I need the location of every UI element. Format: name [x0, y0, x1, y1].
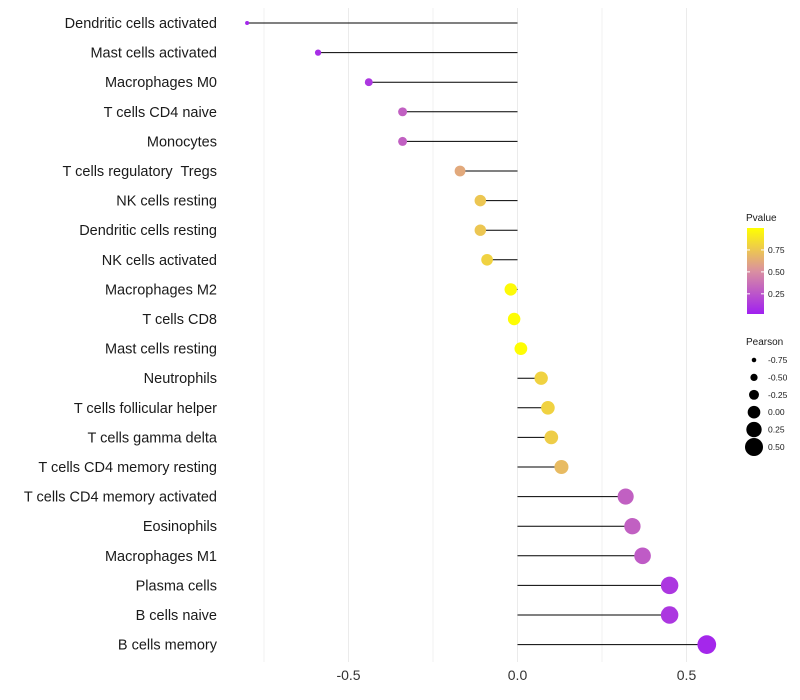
pearson-legend-dot	[746, 421, 762, 438]
lollipop-point	[634, 547, 651, 565]
lollipop-point	[504, 283, 517, 296]
y-category-label: Neutrophils	[144, 371, 217, 387]
lollipop-series	[245, 21, 717, 654]
pearson-legend-dot	[747, 405, 761, 419]
y-category-label: Mast cells activated	[90, 46, 217, 62]
y-category-label: Dendritic cells activated	[65, 16, 217, 32]
pearson-legend-dot	[744, 437, 764, 457]
y-category-label: T cells CD4 memory resting	[38, 460, 217, 476]
pearson-legend-label: 0.25	[768, 425, 785, 435]
y-category-label: Mast cells resting	[105, 342, 217, 358]
lollipop-point	[474, 194, 487, 207]
y-category-label: Dendritic cells resting	[79, 223, 217, 239]
x-tick-label: 0.5	[677, 667, 697, 683]
grid-lines	[263, 8, 687, 662]
y-category-label: NK cells activated	[102, 253, 217, 269]
pvalue-colorbar	[747, 228, 764, 314]
y-category-label: B cells naive	[136, 608, 217, 624]
lollipop-point	[474, 224, 487, 236]
lollipop-point	[617, 488, 634, 505]
y-category-label: Plasma cells	[136, 578, 217, 594]
lollipop-point	[364, 78, 373, 87]
lollipop-point	[398, 107, 408, 117]
y-category-label: Macrophages M0	[105, 75, 217, 91]
pvalue-legend-title: Pvalue	[746, 213, 777, 224]
pearson-legend-dot	[751, 357, 757, 363]
pearson-legend-dot	[749, 389, 759, 400]
lollipop-point	[541, 400, 555, 415]
pearson-legend-label: -0.75	[768, 355, 788, 365]
y-category-label: NK cells resting	[116, 194, 217, 210]
y-axis-labels: Dendritic cells activated Mast cells acti…	[24, 16, 218, 654]
y-category-label: T cells CD4 memory activated	[24, 490, 217, 506]
lollipop-point	[454, 165, 466, 177]
pvalue-legend-label: 0.75	[768, 245, 785, 255]
pearson-legend-dot	[750, 373, 758, 382]
lollipop-point	[534, 371, 548, 385]
y-category-label: T cells follicular helper	[74, 401, 217, 417]
lollipop-point	[481, 253, 493, 266]
y-category-label: Monocytes	[147, 134, 217, 150]
y-category-label: Macrophages M1	[105, 549, 217, 565]
pearson-legend-label: -0.25	[768, 390, 788, 400]
y-category-label: T cells gamma delta	[88, 430, 218, 446]
y-category-label: B cells memory	[118, 638, 218, 654]
x-tick-label: -0.5	[336, 667, 360, 683]
pvalue-legend-label: 0.25	[768, 289, 785, 299]
pearson-legend-label: 0.00	[768, 407, 785, 417]
lollipop-point	[314, 49, 322, 56]
lollipop-point	[245, 21, 250, 25]
lollipop-point	[554, 459, 569, 475]
lollipop-point	[660, 606, 679, 624]
y-category-label: T cells CD8	[142, 312, 217, 328]
pearson-legend-label: -0.50	[768, 372, 788, 382]
lollipop-point	[624, 518, 641, 535]
lollipop-point	[697, 635, 717, 654]
pearson-legend-label: 0.50	[768, 442, 785, 452]
pvalue-legend-label: 0.50	[768, 267, 785, 277]
x-axis: -0.5 0.0 0.5	[336, 667, 696, 683]
pvalue-legend: Pvalue 0.25 0.50 0.75	[746, 213, 785, 314]
lollipop-point	[398, 136, 408, 146]
y-category-label: T cells regulatory Tregs	[63, 164, 217, 180]
y-category-label: T cells CD4 naive	[104, 105, 217, 121]
lollipop-point	[507, 312, 521, 326]
lollipop-point	[660, 576, 679, 595]
y-category-label: Macrophages M2	[105, 282, 217, 298]
lollipop-point	[514, 342, 528, 355]
pearson-legend-title: Pearson	[746, 337, 783, 348]
pearson-legend: Pearson -0.75 -0.50 -0.25 0.00 0.25 0.50	[744, 337, 788, 457]
x-tick-label: 0.0	[508, 667, 528, 683]
lollipop-point	[544, 430, 559, 445]
y-category-label: Eosinophils	[143, 519, 217, 535]
